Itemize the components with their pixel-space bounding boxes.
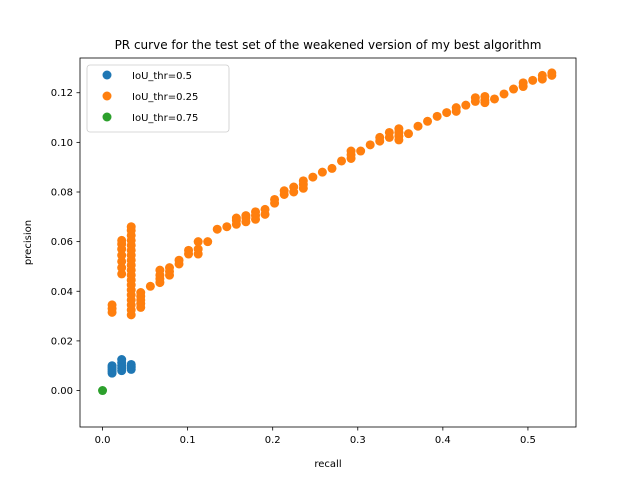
y-axis-ticks: 0.00 0.02 0.04 0.06 0.08 0.10 0.12 [51, 88, 80, 397]
data-point [308, 172, 318, 182]
data-point [451, 103, 461, 113]
data-point [117, 235, 127, 245]
data-point [126, 222, 136, 232]
x-tick-label: 0.2 [265, 435, 281, 446]
data-point [317, 167, 327, 177]
data-point [174, 255, 184, 265]
data-point [117, 256, 127, 266]
data-points [98, 68, 557, 396]
data-point [107, 300, 117, 310]
data-point [394, 127, 404, 137]
data-point [117, 263, 127, 273]
y-tick-label: 0.04 [51, 287, 73, 298]
data-point [518, 78, 528, 88]
data-point [423, 116, 433, 126]
x-tick-label: 0.4 [435, 435, 451, 446]
plot-border [79, 57, 577, 428]
data-point [509, 84, 519, 94]
data-point [337, 156, 347, 166]
data-point [289, 182, 299, 192]
legend-marker [102, 112, 112, 122]
series-1 [107, 355, 136, 378]
data-point [528, 75, 538, 85]
y-tick-label: 0.10 [51, 138, 73, 149]
data-point [184, 245, 194, 255]
data-point [298, 176, 308, 186]
data-point [136, 288, 146, 298]
data-point [384, 127, 394, 137]
data-point [107, 361, 117, 371]
data-point [270, 194, 280, 204]
data-point [432, 111, 442, 121]
y-tick-label: 0.00 [51, 386, 73, 397]
data-point [193, 244, 203, 254]
data-point [346, 146, 356, 156]
data-point [260, 204, 270, 214]
data-point [165, 263, 175, 273]
data-point [117, 250, 127, 260]
data-point [98, 386, 108, 396]
legend-label: IoU_thr=0.25 [132, 92, 198, 103]
data-point [499, 89, 509, 99]
data-point [279, 186, 289, 196]
x-tick-label: 0.5 [520, 435, 536, 446]
series-3 [98, 386, 108, 396]
data-point [470, 93, 480, 103]
data-point [126, 359, 136, 369]
series-2 [107, 68, 557, 320]
x-axis-ticks: 0.0 0.1 0.2 0.3 0.4 0.5 [95, 427, 536, 446]
data-point [117, 269, 127, 279]
data-point [461, 100, 471, 110]
data-point [356, 146, 366, 156]
legend-label: IoU_thr=0.5 [132, 71, 192, 82]
data-point [145, 281, 155, 291]
data-point [222, 222, 232, 232]
legend: IoU_thr=0.5 IoU_thr=0.25 IoU_thr=0.75 [86, 64, 230, 133]
data-point [241, 211, 251, 221]
data-point [480, 91, 490, 101]
data-point [193, 237, 203, 247]
data-point [489, 94, 499, 104]
legend-box [86, 64, 230, 133]
data-point [155, 265, 165, 275]
data-point [365, 140, 375, 150]
data-point [403, 129, 413, 139]
data-point [203, 237, 213, 247]
x-tick-label: 0.1 [180, 435, 196, 446]
x-axis-title: recall [314, 459, 341, 470]
data-point [537, 70, 547, 80]
data-point [327, 163, 337, 173]
x-tick-label: 0.0 [95, 435, 111, 446]
legend-label: IoU_thr=0.75 [132, 113, 198, 124]
data-point [442, 108, 452, 118]
data-point [212, 224, 222, 234]
y-tick-label: 0.12 [51, 88, 73, 99]
data-point [413, 121, 423, 131]
data-point [251, 207, 261, 217]
y-tick-label: 0.02 [51, 336, 73, 347]
data-point [117, 355, 127, 365]
data-point [480, 98, 490, 108]
data-point [547, 68, 557, 78]
y-tick-label: 0.06 [51, 237, 73, 248]
chart-title: PR curve for the test set of the weakene… [115, 38, 542, 52]
y-tick-label: 0.08 [51, 188, 73, 199]
legend-marker [102, 91, 112, 101]
data-point [375, 132, 385, 142]
y-axis-title: precision [23, 220, 34, 265]
x-tick-label: 0.3 [350, 435, 366, 446]
legend-marker [102, 70, 112, 80]
data-point [231, 213, 241, 223]
